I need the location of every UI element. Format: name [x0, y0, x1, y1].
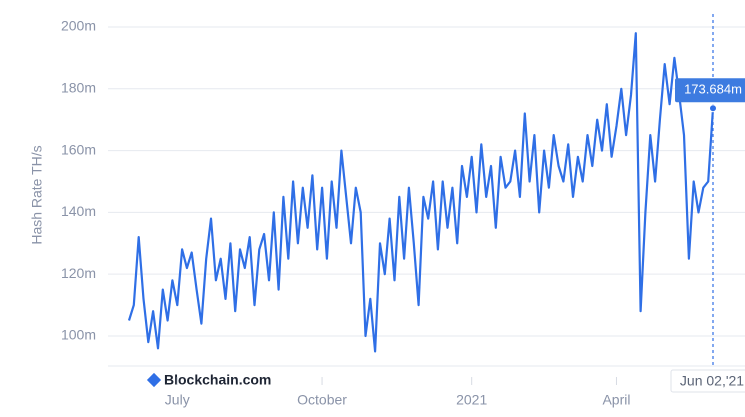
logo: [146, 372, 162, 388]
x-tick-label: July: [165, 392, 190, 408]
x-tick-label: 2021: [456, 392, 487, 408]
watermark: Blockchain.com: [146, 372, 271, 388]
tooltip-box: [675, 78, 745, 103]
date-box: [670, 369, 745, 393]
hover-point: [709, 104, 717, 113]
x-tick-label: Jun 02,'21: [680, 373, 744, 389]
y-tick-label: 120m: [61, 265, 96, 281]
watermark-text: Blockchain.com: [164, 372, 271, 388]
data-line: [127, 32, 715, 353]
x-tick-label: October: [297, 392, 347, 408]
y-tick-label: 160m: [61, 141, 96, 157]
y-tick-label: 140m: [61, 203, 96, 219]
y-tick-label: 100m: [61, 327, 96, 343]
x-tick-label: April: [602, 392, 630, 408]
y-axis-title: Hash Rate TH/s: [29, 145, 45, 244]
y-tick-label: 180m: [61, 79, 96, 95]
tooltip-text: 173.684m: [684, 82, 742, 97]
y-tick-label: 200m: [61, 18, 96, 34]
